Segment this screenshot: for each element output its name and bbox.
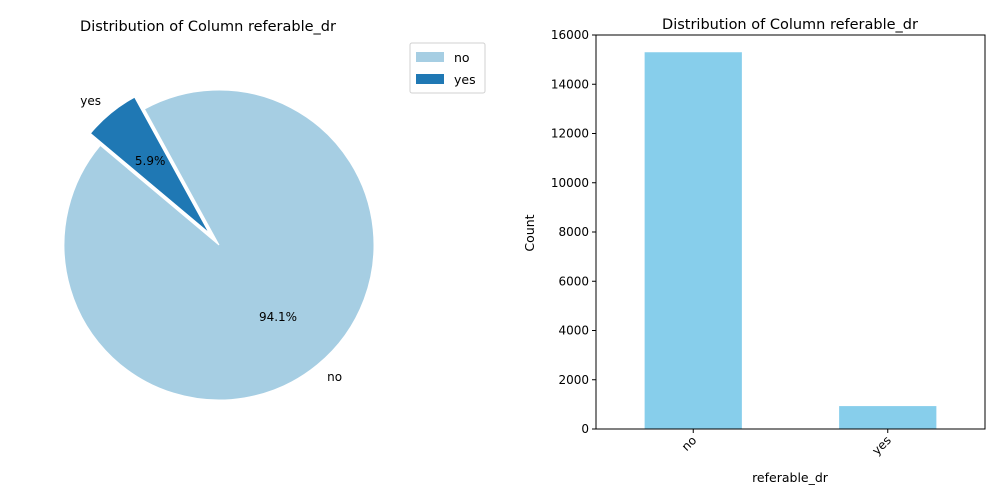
y-tick-label: 12000 <box>551 127 589 141</box>
pie-legend: no yes <box>409 42 486 94</box>
bar-no <box>644 52 742 430</box>
pie-pct-yes: 5.9% <box>135 154 166 168</box>
pie-slices <box>63 89 375 401</box>
legend-swatch-yes <box>416 74 444 84</box>
y-tick-label: 16000 <box>551 28 589 42</box>
y-tick-label: 14000 <box>551 77 589 91</box>
bar-title: Distribution of Column referable_dr <box>662 17 918 33</box>
x-axis-label: referable_dr <box>752 470 829 485</box>
x-tick-label-yes: yes <box>869 433 894 458</box>
pie-label-no: no <box>327 370 342 384</box>
y-tick-label: 4000 <box>558 324 589 338</box>
y-tick-label: 2000 <box>558 373 589 387</box>
pie-pct-no: 94.1% <box>259 310 297 324</box>
legend-label-yes: yes <box>454 72 476 87</box>
legend-label-no: no <box>454 50 470 65</box>
pie-label-yes: yes <box>80 94 101 108</box>
pie-slice-yes <box>89 96 210 234</box>
plot-frame <box>595 34 986 430</box>
pie-chart: Distribution of Column referable_dr 94.1… <box>63 19 375 401</box>
bar-yes <box>839 406 937 429</box>
y-tick-label: 6000 <box>558 274 589 288</box>
y-tick-label: 8000 <box>558 225 589 239</box>
pie-labels: 94.1% no 5.9% yes <box>80 94 342 384</box>
bars <box>644 52 937 430</box>
x-tick-label-no: no <box>679 433 699 453</box>
x-axis-ticks: no yes <box>679 429 894 458</box>
y-axis-label: Count <box>522 214 537 251</box>
y-axis-ticks: 0 2000 4000 6000 8000 10000 12000 14000 16000 <box>551 28 596 436</box>
pie-slice-no <box>63 89 375 401</box>
y-tick-label: 10000 <box>551 176 589 190</box>
pie-title: Distribution of Column referable_dr <box>80 19 336 35</box>
y-tick-label: 0 <box>581 422 589 436</box>
legend-swatch-no <box>416 52 444 62</box>
bar-chart: Distribution of Column referable_dr 0 200… <box>522 17 986 485</box>
